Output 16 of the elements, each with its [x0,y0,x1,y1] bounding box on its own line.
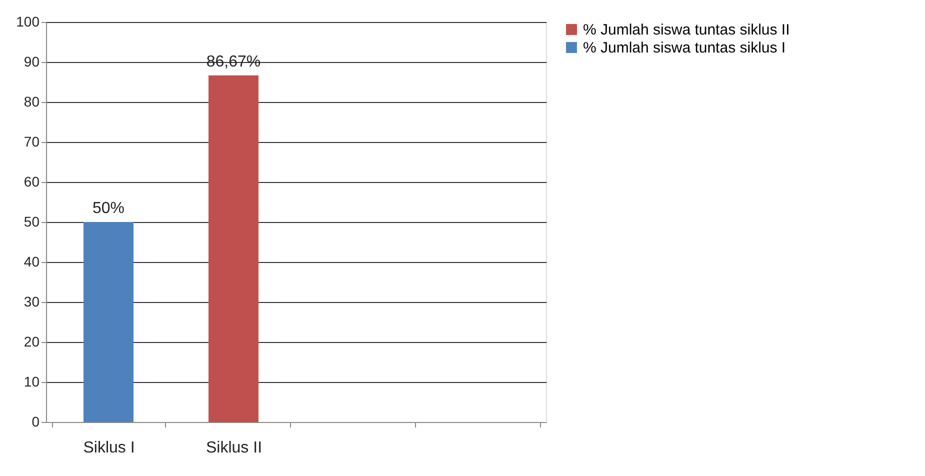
y-tick-label: 0 [32,414,40,430]
y-tick-label: 60 [24,174,40,190]
y-tick-label: 70 [24,134,40,150]
legend-label: % Jumlah siswa tuntas siklus II [583,22,790,38]
y-tick-label: 20 [24,334,40,350]
x-tick-label: Siklus II [206,440,262,456]
legend-label: % Jumlah siswa tuntas siklus I [583,40,786,56]
x-tick-label: Siklus I [83,440,135,456]
data-label: 50% [92,200,125,217]
y-tick-label: 10 [24,374,40,390]
y-tick-label: 80 [24,94,40,110]
y-tick-label: 90 [24,54,40,70]
y-tick-label: 30 [24,294,40,310]
y-tick-label: 50 [24,214,40,230]
y-tick-label: 40 [24,254,40,270]
y-tick-label: 100 [16,14,40,30]
